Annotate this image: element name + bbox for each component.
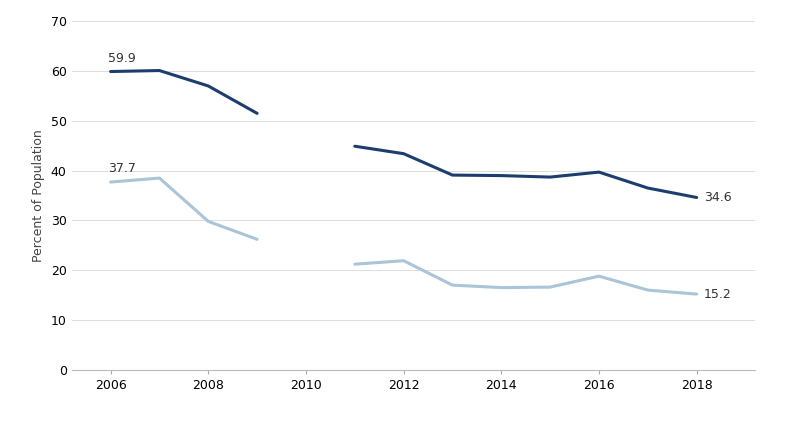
Poverty — [692, 195, 701, 200]
Legend: Poverty, Extreme Poverty: Poverty, Extreme Poverty — [286, 421, 541, 425]
Poverty — [643, 185, 653, 190]
Extreme Poverty — [643, 288, 653, 293]
Extreme Poverty — [350, 262, 359, 267]
Text: 34.6: 34.6 — [704, 191, 731, 204]
Extreme Poverty — [399, 258, 409, 263]
Poverty — [350, 144, 359, 149]
Extreme Poverty — [594, 274, 603, 279]
Y-axis label: Percent of Population: Percent of Population — [32, 129, 45, 262]
Text: Poverty Rates as Measured by Income (in percent of population): Poverty Rates as Measured by Income (in … — [10, 15, 517, 29]
Extreme Poverty — [545, 285, 555, 290]
Text: 15.2: 15.2 — [704, 288, 731, 300]
Extreme Poverty — [448, 283, 457, 288]
Text: 59.9: 59.9 — [108, 52, 136, 65]
Poverty — [594, 170, 603, 175]
Poverty — [497, 173, 506, 178]
Text: 37.7: 37.7 — [108, 162, 136, 176]
Extreme Poverty — [692, 292, 701, 297]
Poverty — [545, 175, 555, 180]
Poverty — [448, 173, 457, 178]
Extreme Poverty — [497, 285, 506, 290]
Line: Poverty: Poverty — [355, 146, 696, 198]
Poverty — [399, 151, 409, 156]
Line: Extreme Poverty: Extreme Poverty — [355, 261, 696, 294]
